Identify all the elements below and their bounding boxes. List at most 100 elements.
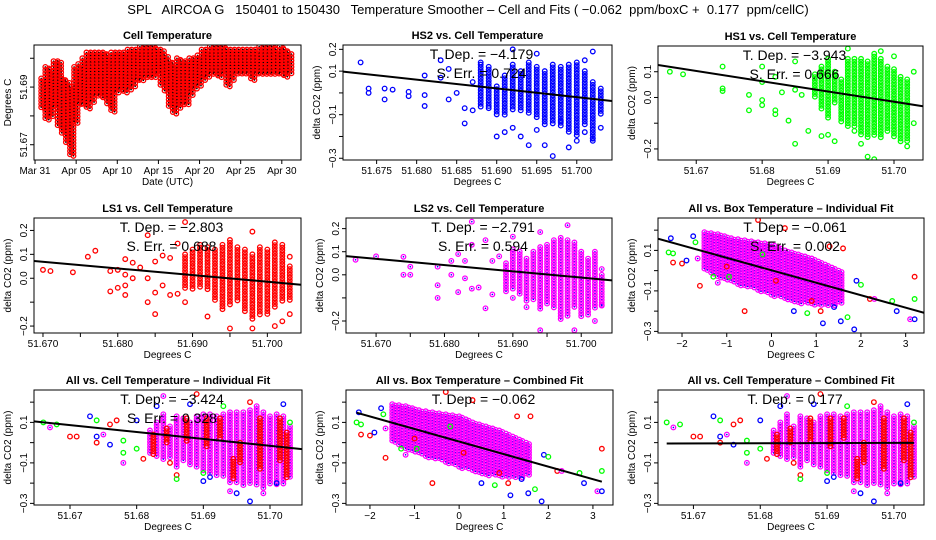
data-point [897,87,904,94]
data-point [541,98,548,105]
data-point [573,107,580,113]
data-point [877,92,884,99]
data-point [871,64,878,71]
data-point [864,69,871,76]
data-point [589,79,596,85]
y-axis-label: delta CO2 (ppm) [627,66,638,140]
data-point [477,98,484,104]
data-point-center [77,101,80,104]
data-point [533,114,540,121]
data-point-center [134,85,136,88]
data-point [557,69,564,76]
data-point [844,123,851,130]
data-point [589,90,596,97]
data-point-center [191,94,194,96]
data-point [256,255,263,262]
data-point [204,258,211,265]
data-point [598,301,605,308]
data-point-center [594,320,596,322]
fit-annotation: T. Dep. = −3.943 [743,47,847,63]
data-point [844,69,851,76]
data-point [825,83,832,90]
data-point-center [287,70,289,73]
data-point [891,119,897,126]
data-point [204,249,211,256]
data-point [286,294,293,301]
data-column [182,251,189,291]
data-point [279,275,286,282]
data-point [877,67,884,74]
data-point [541,84,548,91]
data-point [591,318,598,324]
data-point [838,82,845,89]
data-point [831,93,838,100]
data-point [249,265,256,272]
data-point [182,219,189,226]
data-point [405,93,412,100]
data-point [47,268,54,275]
data-point [517,107,524,114]
data-point [286,266,293,273]
data-point [204,283,211,290]
data-point [381,96,388,103]
data-point [549,112,556,118]
data-point [509,95,516,102]
data-point [234,261,241,267]
data-point-center [122,90,125,92]
data-point [564,312,571,319]
data-point [858,75,864,82]
data-point [851,64,858,71]
data-point [256,289,263,295]
data-point [871,78,878,85]
data-point [152,289,159,296]
data-column [838,76,845,125]
data-point [493,111,500,118]
x-tick-label: 51.685 [441,166,472,177]
data-column [525,59,532,116]
data-point [533,72,540,79]
data-point [871,101,878,108]
y-tick-label: −0.3 [328,148,339,168]
data-point [197,278,203,285]
data-point [825,131,832,138]
data-point [381,85,388,92]
data-point-center [89,99,92,102]
data-point [271,259,278,265]
data-point [541,104,548,111]
data-point [838,110,845,117]
data-point [197,241,203,248]
data-point [877,128,884,135]
data-point [271,267,278,274]
data-point [581,73,588,80]
data-point [851,67,858,74]
data-column [523,255,530,304]
data-point [851,61,858,68]
data-point [137,264,144,271]
data-point [871,81,878,88]
data-point [864,114,871,121]
data-point [525,81,532,88]
data-point [517,104,524,111]
data-point [271,301,278,307]
data-point [234,286,241,293]
data-point [226,262,233,269]
data-point [256,283,263,290]
data-point-center [457,291,459,293]
data-point [271,323,278,330]
data-point-center [450,260,453,262]
data-point [844,55,851,62]
data-point [904,143,911,150]
data-point [421,103,428,109]
data-point [288,57,295,64]
data-point [256,252,263,259]
data-point [884,86,891,92]
data-point [565,128,572,135]
data-point [219,289,226,296]
data-point [279,258,286,265]
data-point [549,64,556,71]
data-point [271,298,278,305]
data-point [234,258,241,265]
data-point [877,86,884,93]
plot-area [346,218,612,333]
data-point [877,83,884,90]
